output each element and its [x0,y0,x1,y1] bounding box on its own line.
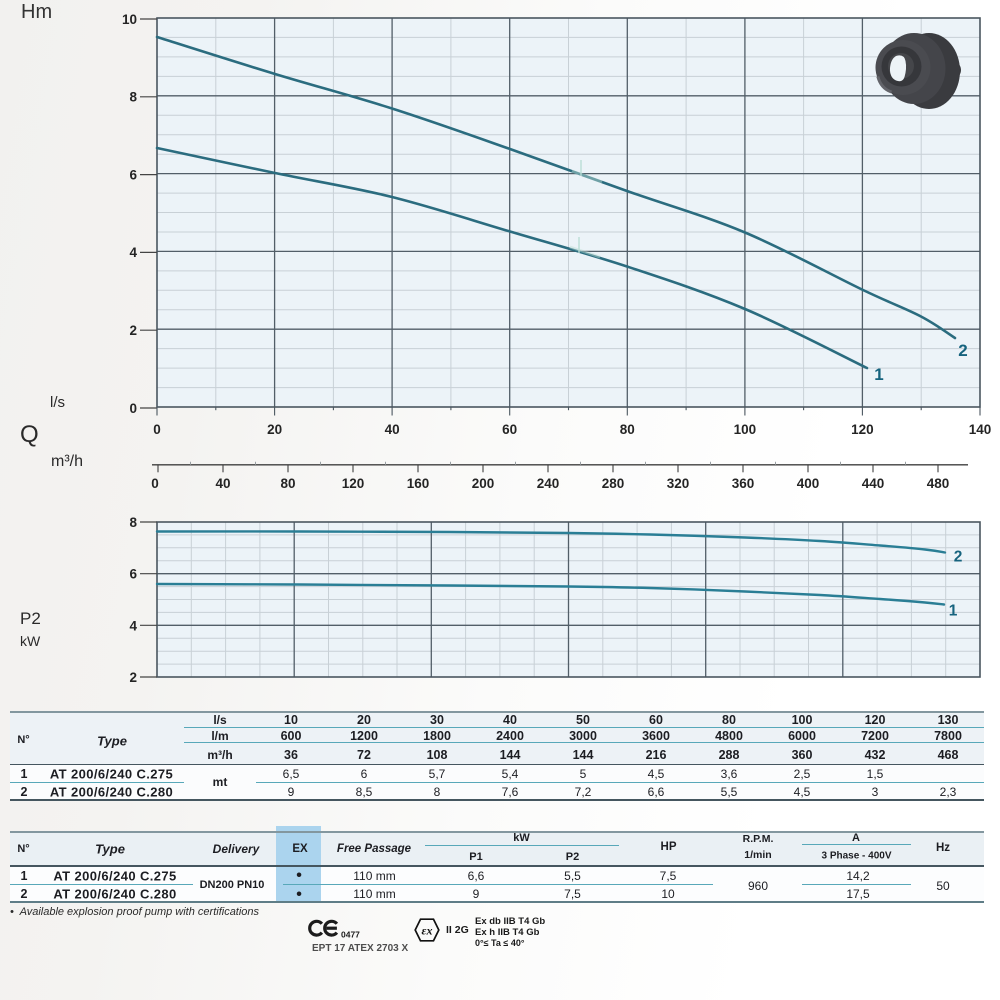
svg-text:0: 0 [129,401,137,416]
svg-text:4: 4 [129,245,137,260]
svg-text:240: 240 [537,476,560,491]
svg-text:10: 10 [122,12,137,27]
svg-text:160: 160 [407,476,430,491]
svg-text:60: 60 [502,422,517,437]
svg-text:480: 480 [927,476,950,491]
svg-text:80: 80 [620,422,635,437]
svg-text:80: 80 [280,476,295,491]
svg-text:0: 0 [151,476,159,491]
svg-text:2: 2 [954,549,963,566]
svg-text:εx: εx [422,924,433,938]
svg-text:6: 6 [129,167,137,182]
svg-text:2: 2 [129,670,137,685]
svg-text:20: 20 [267,422,282,437]
svg-text:320: 320 [667,476,690,491]
svg-text:0: 0 [153,422,161,437]
svg-text:8: 8 [129,515,137,530]
svg-text:140: 140 [969,422,992,437]
svg-text:8: 8 [129,90,137,105]
svg-text:200: 200 [472,476,495,491]
svg-text:2: 2 [129,323,137,338]
svg-text:100: 100 [734,422,757,437]
svg-text:120: 120 [342,476,365,491]
svg-text:280: 280 [602,476,625,491]
svg-text:1: 1 [949,603,958,620]
svg-text:4: 4 [129,618,137,633]
svg-text:6: 6 [129,567,137,582]
svg-text:1: 1 [874,365,883,384]
svg-text:2: 2 [958,341,967,360]
svg-text:360: 360 [732,476,755,491]
svg-text:0477: 0477 [341,929,360,939]
svg-text:440: 440 [862,476,885,491]
svg-text:120: 120 [851,422,874,437]
svg-text:400: 400 [797,476,820,491]
svg-text:40: 40 [215,476,230,491]
svg-text:40: 40 [385,422,400,437]
